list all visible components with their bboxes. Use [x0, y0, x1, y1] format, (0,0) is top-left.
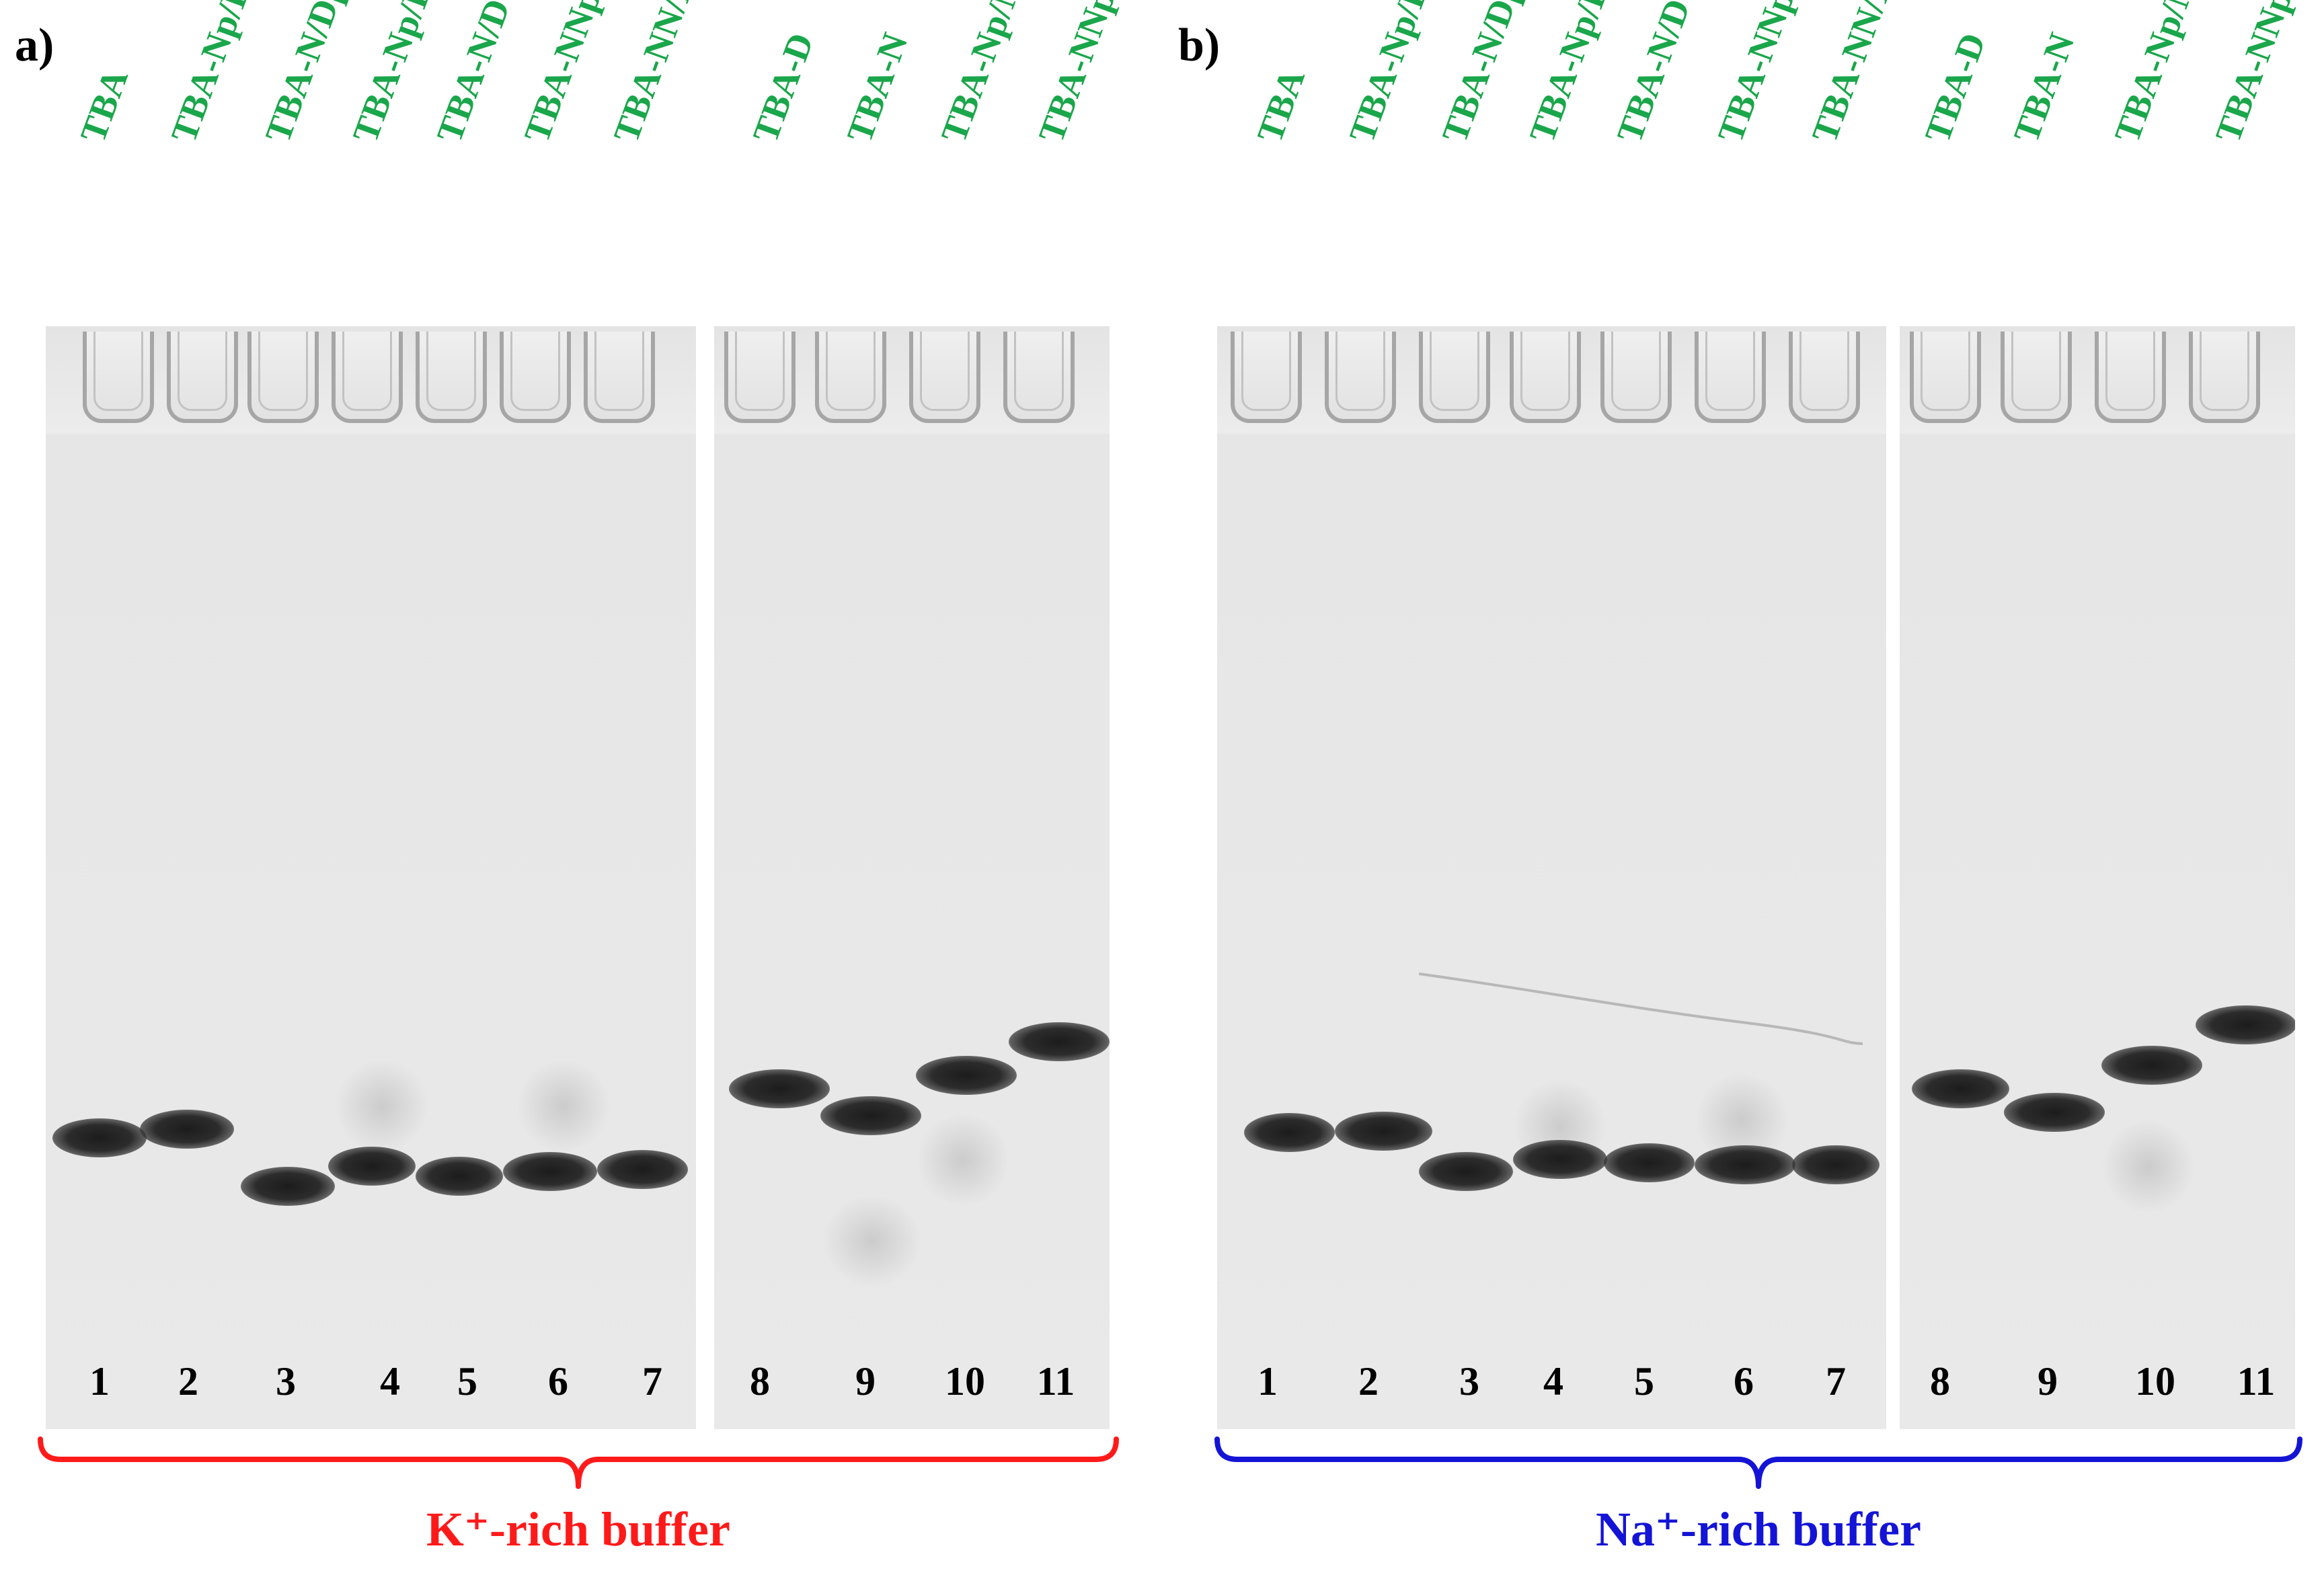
- gel-band: [416, 1157, 503, 1196]
- gel-band: [729, 1069, 830, 1108]
- gel-band: [140, 1110, 234, 1149]
- lane-number: 1: [1257, 1359, 1278, 1404]
- lane-number: 6: [548, 1359, 568, 1404]
- gel-band: [1009, 1022, 1110, 1061]
- lane-number: 6: [1734, 1359, 1754, 1404]
- gel-band: [1335, 1112, 1432, 1151]
- brace-b: [1214, 1436, 2302, 1489]
- gel-band: [52, 1118, 147, 1157]
- gel-band: [1244, 1113, 1335, 1152]
- gel-wells: [1900, 326, 2295, 434]
- gel-band: [1695, 1145, 1795, 1184]
- gel-band: [328, 1147, 416, 1186]
- gel-band: [1792, 1145, 1880, 1184]
- lane-number: 10: [2135, 1359, 2175, 1404]
- lane-number: 3: [276, 1359, 296, 1404]
- gel-crack: [1419, 972, 1863, 1045]
- lane-number: 5: [1634, 1359, 1654, 1404]
- gel-band: [2004, 1093, 2105, 1132]
- gel-band: [241, 1167, 335, 1206]
- lane-number: 8: [750, 1359, 770, 1404]
- gel-band: [916, 1056, 1017, 1095]
- gel-band: [503, 1152, 597, 1191]
- lane-number: 7: [642, 1359, 662, 1404]
- gel-band: [597, 1150, 688, 1189]
- buffer-label-k: K⁺-rich buffer: [426, 1502, 730, 1556]
- gel-band: [2101, 1046, 2202, 1085]
- gel-band: [1604, 1143, 1695, 1182]
- panel-letter-b: b): [1178, 20, 1221, 71]
- lane-number: 3: [1459, 1359, 1479, 1404]
- gel-wells: [714, 326, 1110, 434]
- buffer-label-na: Na⁺-rich buffer: [1596, 1502, 1921, 1556]
- lane-number: 11: [1036, 1359, 1075, 1404]
- gel-band: [2196, 1005, 2295, 1044]
- gel-band: [1912, 1069, 2009, 1108]
- lane-number: 7: [1826, 1359, 1846, 1404]
- gel-band: [1419, 1152, 1513, 1191]
- lane-number: 4: [380, 1359, 400, 1404]
- gel-image-a-right: [714, 326, 1110, 1429]
- lane-number: 5: [457, 1359, 477, 1404]
- lane-number: 2: [1358, 1359, 1379, 1404]
- lane-number: 9: [2038, 1359, 2058, 1404]
- lane-number: 2: [178, 1359, 198, 1404]
- panel-letter-a: a): [15, 20, 54, 71]
- lane-number: 1: [89, 1359, 110, 1404]
- lane-number: 4: [1543, 1359, 1563, 1404]
- lane-number: 10: [945, 1359, 985, 1404]
- lane-number: 9: [855, 1359, 876, 1404]
- gel-wells: [1217, 326, 1886, 434]
- gel-wells: [46, 326, 696, 434]
- gel-image-a-left: [46, 326, 696, 1429]
- gel-image-b-right: [1900, 326, 2295, 1429]
- gel-band: [820, 1096, 921, 1135]
- gel-image-b-left: [1217, 326, 1886, 1429]
- brace-a: [38, 1436, 1119, 1489]
- lane-number: 11: [2237, 1359, 2276, 1404]
- gel-band: [1513, 1140, 1607, 1179]
- lane-number: 8: [1930, 1359, 1950, 1404]
